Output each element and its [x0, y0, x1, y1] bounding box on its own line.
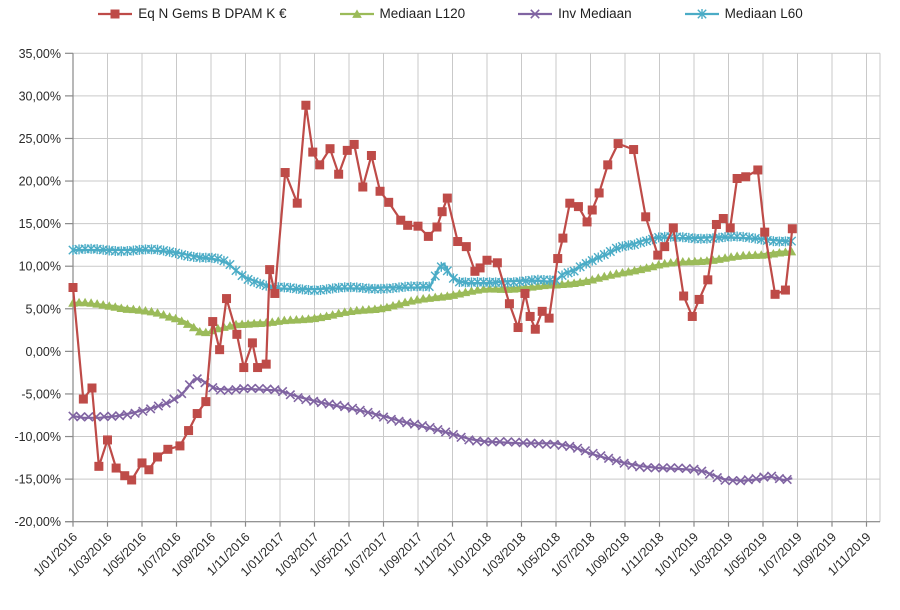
- series-mediaan-l60: [68, 231, 797, 296]
- series-eq-n-gems-b-dpam-k-markers: [68, 100, 797, 485]
- y-tick-label: 30,00%: [19, 89, 61, 103]
- legend-label-mediaan-l120: Mediaan L120: [379, 6, 466, 21]
- legend-label-eq-n-gems: Eq N Gems B DPAM K €: [138, 6, 287, 21]
- red-square-series-swatch: [98, 9, 133, 18]
- green-triangle-series-swatch: [339, 8, 374, 18]
- series-mediaan-l120: [68, 246, 797, 337]
- y-tick-label: -15,00%: [14, 473, 61, 487]
- legend-item-eq-n-gems[interactable]: Eq N Gems B DPAM K €: [97, 6, 287, 21]
- series-inv-mediaan: [68, 374, 793, 486]
- legend-label-inv-mediaan: Inv Mediaan: [558, 6, 632, 21]
- chart-legend: Eq N Gems B DPAM K € Mediaan L120 Inv Me…: [0, 6, 900, 21]
- series-mediaan-l120-markers: [68, 246, 797, 337]
- y-tick-label: 15,00%: [19, 217, 61, 231]
- y-tick-label: 10,00%: [19, 260, 61, 274]
- y-tick-label: 5,00%: [26, 302, 61, 316]
- y-tick-label: 35,00%: [19, 47, 61, 61]
- purple-x-series-swatch: [518, 8, 553, 19]
- x-axis-labels: 1/01/20161/03/20161/05/20161/07/20161/09…: [31, 530, 874, 579]
- legend-item-mediaan-l60[interactable]: Mediaan L60: [684, 6, 803, 21]
- series-inv-mediaan-markers: [68, 374, 792, 486]
- y-tick-label: -20,00%: [14, 515, 61, 529]
- y-tick-label: 25,00%: [19, 132, 61, 146]
- y-tick-label: 0,00%: [26, 345, 61, 359]
- legend-label-mediaan-l60: Mediaan L60: [724, 6, 803, 21]
- y-tick-label: 20,00%: [19, 175, 61, 189]
- legend-item-inv-mediaan[interactable]: Inv Mediaan: [517, 6, 632, 21]
- y-tick-label: -10,00%: [14, 430, 61, 444]
- series-mediaan-l60-markers: [68, 231, 797, 296]
- series-eq-n-gems-b-dpam-k: [68, 100, 797, 485]
- y-axis-labels: 35,00% 30,00% 25,00% 20,00% 15,00% 10,00% 5,00…: [14, 47, 61, 529]
- teal-star-series-swatch: [684, 8, 719, 19]
- y-tick-label: -5,00%: [21, 387, 61, 401]
- legend-item-mediaan-l120[interactable]: Mediaan L120: [339, 6, 466, 21]
